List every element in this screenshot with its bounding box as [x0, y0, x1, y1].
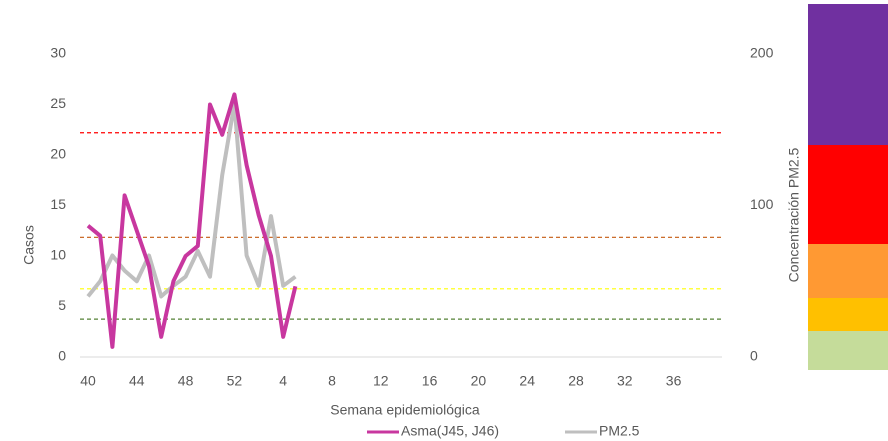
x-tick-label: 16 [422, 373, 438, 389]
scale-band [808, 4, 888, 145]
x-tick-label: 28 [568, 373, 584, 389]
x-tick-label: 48 [178, 373, 194, 389]
series-line [86, 101, 297, 299]
x-axis-label: Semana epidemiológica [330, 402, 480, 418]
x-tick-label: 4 [279, 373, 287, 389]
y2-tick-label: 0 [750, 348, 758, 364]
scale-band [808, 244, 888, 298]
y-tick-label: 20 [50, 146, 66, 162]
x-tick-label: 20 [471, 373, 487, 389]
x-tick-label: 36 [666, 373, 682, 389]
x-tick-label: 32 [617, 373, 633, 389]
x-tick-label: 52 [227, 373, 243, 389]
x-tick-label: 12 [373, 373, 389, 389]
color-scale [808, 4, 888, 370]
scale-band [808, 298, 888, 331]
x-tick-label: 40 [80, 373, 96, 389]
legend-label: PM2.5 [599, 423, 640, 439]
y-tick-label: 0 [58, 348, 66, 364]
y2-tick-label: 100 [750, 196, 774, 212]
x-tick-label: 8 [328, 373, 336, 389]
legend-label: Asma(J45, J46) [401, 423, 499, 439]
y-tick-label: 15 [50, 196, 66, 212]
y-tick-label: 30 [50, 45, 66, 61]
y-axis-label: Casos [21, 225, 37, 265]
scale-band [808, 145, 888, 244]
x-tick-label: 24 [519, 373, 535, 389]
y-tick-label: 10 [50, 247, 66, 263]
y-tick-label: 5 [58, 297, 66, 313]
series-line [86, 92, 298, 349]
y-tick-label: 25 [50, 95, 66, 111]
y2-axis-label: Concentración PM2.5 [786, 147, 802, 282]
y2-tick-label: 200 [750, 45, 774, 61]
x-tick-label: 44 [129, 373, 145, 389]
scale-band [808, 331, 888, 370]
